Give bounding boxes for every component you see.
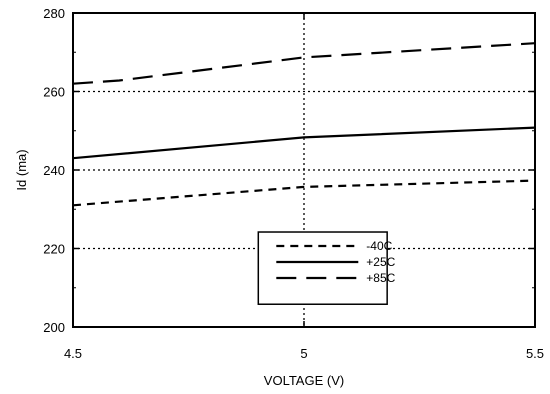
series-line-solid xyxy=(72,126,536,160)
y-tick-label: 220 xyxy=(43,242,65,257)
legend: -40C +25C +85C xyxy=(257,231,396,305)
legend-label: -40C xyxy=(366,239,392,253)
y-tick-label: 260 xyxy=(43,85,65,100)
x-tick-label: 5 xyxy=(300,346,307,361)
x-tick-label: 4.5 xyxy=(64,346,82,361)
tick-labels: 200 220 240 260 280 4.5 5 5.5 xyxy=(43,6,544,361)
series-line-short-dash xyxy=(72,179,536,207)
x-axis-label: VOLTAGE (V) xyxy=(264,373,344,388)
y-tick-label: 240 xyxy=(43,163,65,178)
x-tick-label: 5.5 xyxy=(526,346,544,361)
y-tick-label: 200 xyxy=(43,320,65,335)
series-lines xyxy=(72,42,536,207)
y-axis-label: Id (ma) xyxy=(14,149,29,190)
series-line-long-dash xyxy=(72,42,536,85)
legend-label: +85C xyxy=(366,271,395,285)
legend-box xyxy=(257,231,388,305)
legend-label: +25C xyxy=(366,255,395,269)
axis-ticks xyxy=(72,12,536,328)
y-tick-label: 280 xyxy=(43,6,65,21)
